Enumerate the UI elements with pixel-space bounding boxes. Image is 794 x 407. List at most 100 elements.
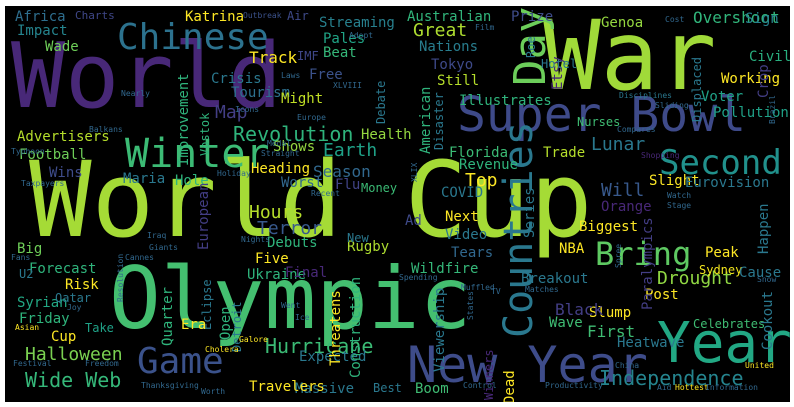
word: Europe <box>297 113 326 122</box>
word: Hole <box>175 173 209 189</box>
word: Cup <box>51 329 77 345</box>
word: European <box>196 182 212 250</box>
word: Productivity <box>545 381 603 390</box>
word: Displaced <box>690 56 704 122</box>
word: Beat <box>323 45 357 61</box>
word: Winter <box>125 131 270 177</box>
word: Tourism <box>231 85 291 101</box>
word: Hours <box>249 202 304 223</box>
word: Sign <box>745 11 779 27</box>
word: Wildfire <box>411 261 479 277</box>
word: Information <box>705 383 758 392</box>
word: Australian <box>407 9 492 25</box>
word: Film <box>475 23 495 32</box>
word: Adopt <box>349 31 374 40</box>
word: Hottest <box>675 383 709 392</box>
word: Will <box>601 180 645 201</box>
word: Earth <box>323 140 378 161</box>
word: Free <box>309 67 343 83</box>
word: Spending <box>399 273 438 282</box>
word: Dead <box>502 370 518 402</box>
word: Friday <box>19 311 70 327</box>
word: Terror <box>257 218 323 239</box>
word: Wade <box>45 39 79 55</box>
word: Post <box>645 287 679 303</box>
word: Pales <box>323 31 366 47</box>
word: Paralympics <box>640 217 656 310</box>
word: Might <box>281 91 324 107</box>
word: Nearly <box>121 89 150 98</box>
word: Genoa <box>601 15 644 31</box>
word: Expected <box>299 349 367 365</box>
word: Medal <box>267 139 292 148</box>
word: Heading <box>251 161 311 177</box>
word: Track <box>249 48 298 67</box>
word: Overshoot <box>693 8 780 27</box>
word: COVID <box>441 185 484 201</box>
word: Celebrates <box>693 317 766 331</box>
word: Forecast <box>29 261 97 277</box>
word: Holiday <box>217 169 251 178</box>
word: Football <box>19 147 87 163</box>
word: Shopping <box>641 151 680 160</box>
word: Trade <box>543 145 586 161</box>
word: Peak <box>705 245 739 261</box>
word: Outbreak <box>243 11 282 20</box>
word: Nations <box>419 39 479 55</box>
word: Worth <box>201 387 226 396</box>
word: Laws <box>281 71 301 80</box>
word: Ukraine <box>247 267 307 283</box>
word: Freedom <box>85 359 119 368</box>
word: Nights <box>241 235 270 244</box>
word: Typhoon <box>11 147 45 156</box>
word: Wave <box>549 315 583 331</box>
word: Series <box>522 187 538 238</box>
word: Voter <box>701 89 744 105</box>
word: American <box>418 86 434 154</box>
word: Balkans <box>89 125 123 134</box>
word: Control <box>463 381 497 390</box>
word: Prize <box>511 9 554 25</box>
word: Revenue <box>459 157 519 173</box>
word: Season <box>313 162 371 181</box>
word: Wins <box>49 165 83 181</box>
word: World Cup <box>29 139 593 261</box>
word: Shows <box>273 139 316 155</box>
word: Money <box>361 181 398 195</box>
word: Still <box>437 73 480 89</box>
word: Heatwave <box>617 335 685 351</box>
word: Second <box>659 143 782 183</box>
word: Winners <box>482 349 496 400</box>
word: Massive <box>295 381 355 397</box>
word: Galore <box>239 335 268 344</box>
word: States <box>466 291 475 320</box>
word: Great <box>413 20 468 41</box>
word: Went <box>281 301 301 310</box>
word: XLVIII <box>333 81 362 90</box>
word: Aid <box>657 383 672 392</box>
word: Cookout <box>760 290 776 350</box>
word: Top <box>465 170 498 191</box>
word: Disciplines <box>619 91 672 100</box>
word: Bring <box>595 235 692 273</box>
word: Take <box>85 321 114 335</box>
word: Halloween <box>25 344 123 365</box>
word: Recent <box>311 189 340 198</box>
word: Risk <box>65 277 99 293</box>
word: Qatar <box>55 291 92 305</box>
word: NBA <box>559 241 585 257</box>
word: Compares <box>617 125 656 134</box>
word: Watch <box>667 191 692 200</box>
word: Chinese <box>117 17 269 58</box>
word: War <box>543 6 717 112</box>
word: Pollution <box>713 105 789 121</box>
word: Working <box>721 71 781 87</box>
word: Map <box>215 102 248 123</box>
word: Wide Web <box>25 368 122 392</box>
word: Joy <box>67 303 82 312</box>
word: Ad <box>405 213 422 229</box>
word: Travelers <box>249 379 325 395</box>
word: Construction <box>348 276 364 378</box>
word: Stage <box>667 201 692 210</box>
word: Vostok <box>198 112 212 156</box>
